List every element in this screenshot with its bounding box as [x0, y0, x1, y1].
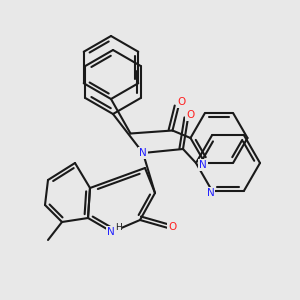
Text: O: O — [186, 110, 194, 120]
Text: O: O — [168, 221, 177, 232]
Text: O: O — [177, 97, 186, 107]
Text: N: N — [200, 160, 207, 170]
Text: H: H — [115, 223, 122, 232]
Text: N: N — [139, 148, 147, 158]
Text: N: N — [106, 227, 114, 237]
Text: N: N — [207, 188, 214, 198]
